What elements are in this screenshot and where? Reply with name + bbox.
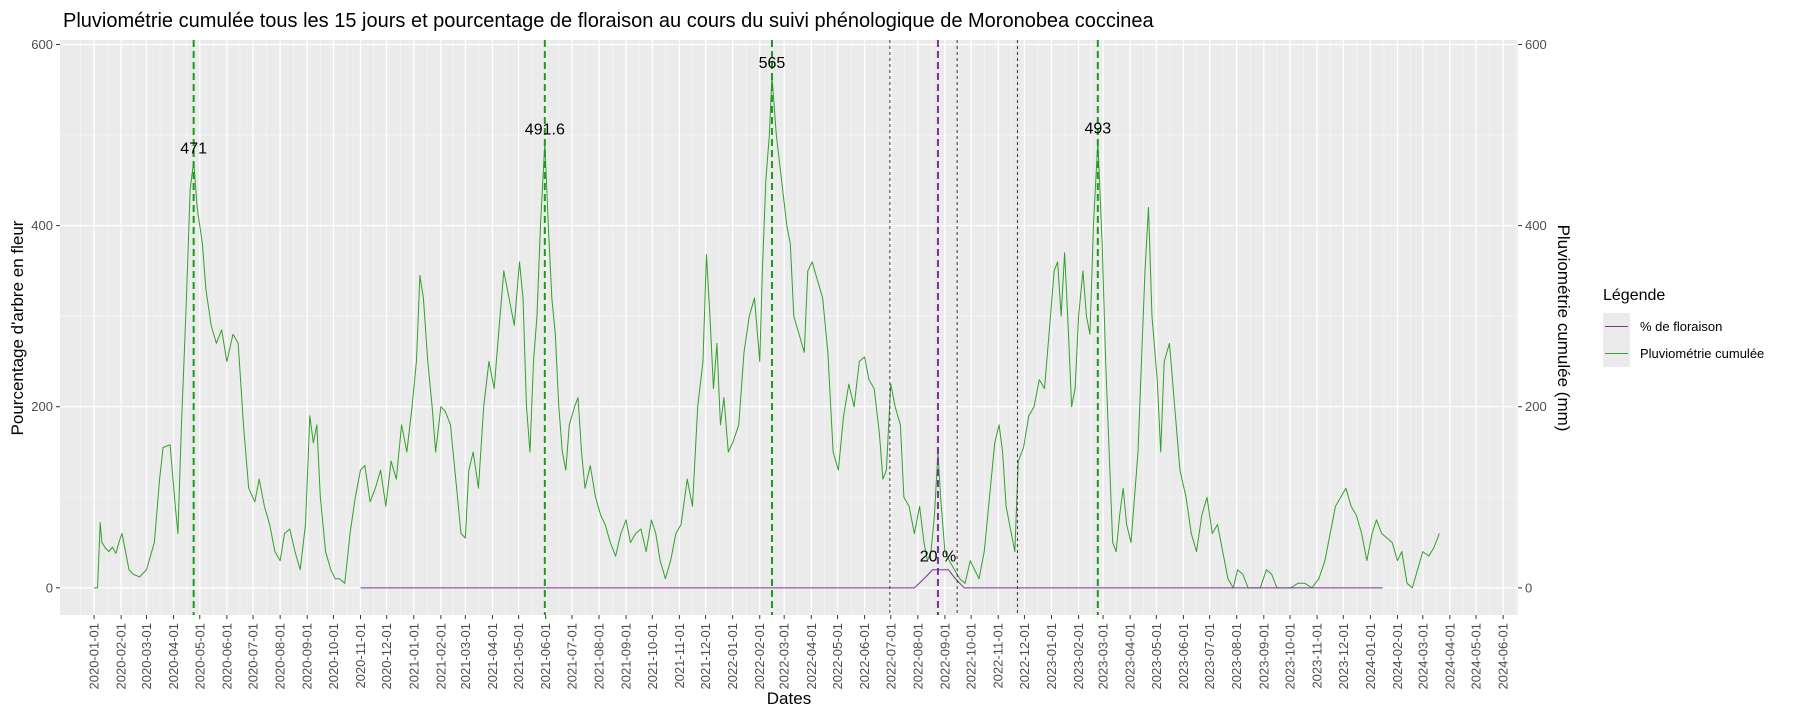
x-tick-label: 2024-02-01 [1390, 623, 1405, 690]
x-tick-label: 2020-11-01 [353, 623, 368, 689]
y-axis-left: 0 200 400 600 [31, 37, 60, 595]
x-tick-label: 2020-08-01 [273, 623, 288, 690]
x-tick-label: 2023-07-01 [1202, 623, 1217, 690]
x-tick-label: 2023-05-01 [1149, 623, 1164, 690]
x-tick-label: 2022-07-01 [883, 623, 898, 690]
x-tick-label: 2022-04-01 [804, 623, 819, 690]
x-tick-label: 2020-06-01 [219, 623, 234, 690]
legend-label-floraison: % de floraison [1640, 319, 1722, 334]
x-tick-label: 2023-09-01 [1256, 623, 1271, 690]
vertical-lines [192, 40, 1099, 615]
value-annotation: 565 [759, 55, 786, 72]
x-tick-label: 2020-04-01 [166, 623, 181, 690]
value-annotation: 20 % [920, 549, 956, 566]
x-tick-label: 2021-05-01 [511, 623, 526, 690]
x-tick-label: 2020-05-01 [192, 623, 207, 690]
x-tick-label: 2022-12-01 [1017, 623, 1032, 690]
legend: Légende % de floraison Pluviométrie cumu… [1603, 287, 1764, 367]
y-axis-left-title: Pourcentage d'arbre en fleur [8, 220, 27, 435]
x-tick-label: 2024-05-01 [1469, 623, 1484, 690]
y-tick-label-right: 600 [1525, 37, 1547, 52]
grid-minor [60, 40, 1518, 615]
x-tick-label: 2020-09-01 [300, 623, 315, 690]
x-tick-label: 2020-12-01 [379, 623, 394, 690]
x-tick-label: 2022-06-01 [857, 623, 872, 690]
series-floraison-line [360, 569, 1383, 589]
series-pluviometrie-line [94, 75, 1440, 589]
x-tick-label: 2021-08-01 [591, 623, 606, 690]
x-tick-label: 2023-10-01 [1282, 623, 1297, 690]
y-tick-label-right: 400 [1525, 218, 1547, 233]
plot-panel [60, 40, 1518, 615]
x-tick-label: 2020-07-01 [246, 623, 261, 690]
x-tick-label: 2022-10-01 [964, 623, 979, 690]
x-tick-label: 2024-03-01 [1415, 623, 1430, 690]
x-tick-label: 2022-05-01 [830, 623, 845, 690]
value-annotation: 471 [180, 140, 207, 157]
x-tick-label: 2023-01-01 [1044, 623, 1059, 690]
x-tick-label: 2020-03-01 [139, 623, 154, 690]
x-tick-label: 2022-02-01 [752, 623, 767, 690]
x-axis-title: Dates [767, 689, 811, 708]
x-tick-label: 2020-02-01 [114, 623, 129, 690]
legend-label-pluviometrie: Pluviométrie cumulée [1640, 346, 1764, 361]
y-axis-right-title: Pluviométrie cumulée (mm) [1554, 225, 1573, 432]
x-tick-label: 2021-06-01 [538, 623, 553, 690]
x-tick-label: 2024-04-01 [1442, 623, 1457, 690]
y-tick-label-right: 200 [1525, 399, 1547, 414]
x-tick-label: 2021-07-01 [564, 623, 579, 690]
y-tick-label-left: 400 [31, 218, 53, 233]
y-axis-right: 0 200 400 600 [1518, 37, 1547, 595]
x-tick-label: 2021-04-01 [485, 623, 500, 690]
series-layer [94, 75, 1440, 589]
x-tick-label: 2020-01-01 [87, 623, 102, 690]
annotations: 471 491.6 565 493 20 % [180, 55, 1111, 566]
x-tick-label: 2022-11-01 [991, 623, 1006, 689]
y-tick-label-right: 0 [1525, 580, 1532, 595]
x-tick-label: 2024-06-01 [1496, 623, 1511, 690]
x-tick-label: 2021-10-01 [645, 623, 660, 690]
x-tick-label: 2021-03-01 [458, 623, 473, 690]
value-annotation: 493 [1084, 120, 1111, 137]
x-tick-label: 2022-01-01 [725, 623, 740, 690]
x-axis: 2020-01-01 2020-02-01 2020-03-01 2020-04-01… [87, 615, 1511, 690]
x-tick-label: 2021-12-01 [698, 623, 713, 690]
grid-major [60, 40, 1518, 615]
x-tick-label: 2021-01-01 [406, 623, 421, 690]
x-tick-label: 2023-11-01 [1310, 623, 1325, 689]
x-tick-label: 2022-03-01 [777, 623, 792, 690]
x-tick-label: 2023-08-01 [1229, 623, 1244, 690]
x-tick-label: 2023-03-01 [1096, 623, 1111, 690]
x-tick-label: 2023-02-01 [1071, 623, 1086, 690]
legend-title: Légende [1603, 287, 1665, 304]
x-tick-label: 2023-12-01 [1336, 623, 1351, 690]
chart-title: Pluviométrie cumulée tous les 15 jours e… [63, 10, 1155, 32]
y-tick-label-left: 200 [31, 399, 53, 414]
x-tick-label: 2022-09-01 [937, 623, 952, 690]
x-tick-label: 2021-09-01 [619, 623, 634, 690]
value-annotation: 491.6 [525, 122, 565, 139]
y-tick-label-left: 600 [31, 37, 53, 52]
x-tick-label: 2021-11-01 [672, 623, 687, 689]
x-tick-label: 2024-01-01 [1363, 623, 1378, 690]
x-tick-label: 2021-02-01 [433, 623, 448, 690]
x-tick-label: 2023-06-01 [1176, 623, 1191, 690]
x-tick-label: 2022-08-01 [910, 623, 925, 690]
x-tick-label: 2023-04-01 [1123, 623, 1138, 690]
x-tick-label: 2020-10-01 [326, 623, 341, 690]
y-tick-label-left: 0 [46, 580, 53, 595]
